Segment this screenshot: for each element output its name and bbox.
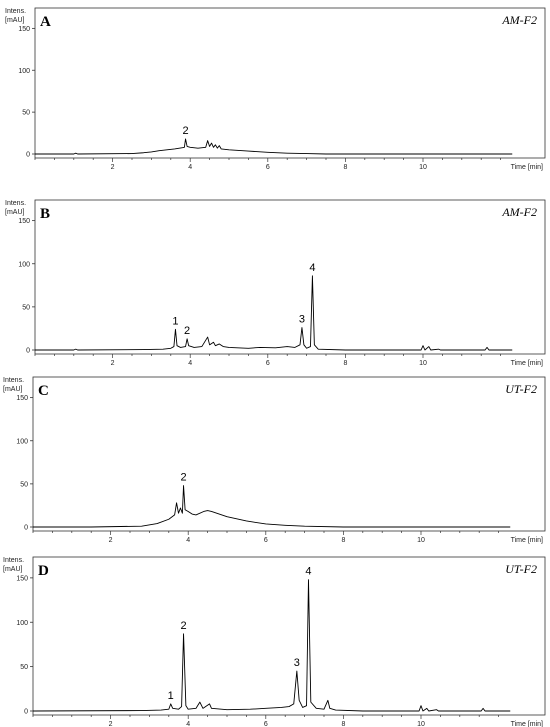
panel-letter: C <box>38 383 49 399</box>
y-axis-unit: [mAU] <box>5 17 25 24</box>
y-tick-label: 100 <box>16 438 28 445</box>
y-tick-label: 0 <box>24 525 28 532</box>
x-tick-label: 10 <box>419 164 427 171</box>
panel-c: Intens. [mAU] 0 50 100 150 2 4 6 8 10 Time [min] C UT… <box>3 376 546 544</box>
peak-label-3: 3 <box>294 657 300 669</box>
peak-label-3: 3 <box>299 314 305 326</box>
x-tick-label: 4 <box>186 721 190 727</box>
x-tick-label: 4 <box>186 537 190 544</box>
x-tick-label: 10 <box>417 721 425 727</box>
x-tick-label: 8 <box>343 360 347 367</box>
y-tick-label: 150 <box>16 395 28 402</box>
x-tick-label: 2 <box>111 164 115 171</box>
y-axis-label: Intens. <box>3 557 24 564</box>
x-tick-label: 10 <box>419 360 427 367</box>
x-axis-label: Time [min] <box>511 164 543 171</box>
x-axis-label: Time [min] <box>511 360 543 367</box>
y-axis-unit: [mAU] <box>3 566 23 573</box>
sample-label: AM-F2 <box>501 13 537 27</box>
peak-label-2: 2 <box>180 620 186 632</box>
x-tick-label: 8 <box>341 537 345 544</box>
peak-label-2: 2 <box>182 125 188 137</box>
y-axis-label: Intens. <box>3 377 24 384</box>
y-tick-label: 0 <box>26 348 30 355</box>
y-tick-label: 100 <box>16 620 28 627</box>
y-tick-label: 0 <box>26 152 30 159</box>
y-tick-label: 150 <box>18 26 30 33</box>
peak-label-2: 2 <box>184 325 190 337</box>
panel-d: Intens. [mAU] 0 50 100 150 2 4 6 8 10 Time [min] D UT… <box>3 556 546 727</box>
y-tick-label: 150 <box>16 575 28 582</box>
y-axis-unit: [mAU] <box>3 386 23 393</box>
peak-label-1: 1 <box>172 315 178 327</box>
x-tick-label: 8 <box>341 721 345 727</box>
y-axis-unit: [mAU] <box>5 209 25 216</box>
x-tick-label: 2 <box>109 721 113 727</box>
y-tick-label: 150 <box>18 218 30 225</box>
y-tick-label: 100 <box>18 68 30 75</box>
plot-frame <box>34 199 546 355</box>
x-tick-label: 6 <box>266 164 270 171</box>
peak-label-2: 2 <box>180 472 186 484</box>
x-tick-label: 6 <box>264 721 268 727</box>
y-tick-label: 50 <box>20 664 28 671</box>
sample-label: AM-F2 <box>501 205 537 219</box>
peak-label-4: 4 <box>309 262 315 274</box>
plot-frame <box>32 376 546 532</box>
x-axis-label: Time [min] <box>511 537 543 544</box>
panel-a: Intens. [mAU] 0 50 100 150 2 4 6 8 10 Time [min] A AM… <box>5 7 546 171</box>
y-tick-label: 50 <box>22 110 30 117</box>
x-tick-label: 6 <box>266 360 270 367</box>
peak-label-4: 4 <box>305 566 311 578</box>
x-tick-label: 8 <box>343 164 347 171</box>
x-axis-label: Time [min] <box>511 721 543 727</box>
x-tick-label: 2 <box>109 537 113 544</box>
sample-label: UT-F2 <box>505 562 537 576</box>
x-tick-label: 4 <box>188 360 192 367</box>
y-tick-label: 100 <box>18 261 30 268</box>
y-axis-label: Intens. <box>5 200 26 207</box>
x-tick-label: 10 <box>417 537 425 544</box>
plot-frame <box>34 7 546 159</box>
panel-letter: B <box>40 206 50 222</box>
sample-label: UT-F2 <box>505 382 537 396</box>
y-tick-label: 50 <box>20 481 28 488</box>
chromatogram-trace <box>35 275 513 351</box>
panel-letter: A <box>40 14 51 30</box>
y-tick-label: 50 <box>22 304 30 311</box>
peak-label-1: 1 <box>168 690 174 702</box>
x-tick-label: 4 <box>188 164 192 171</box>
y-axis-label: Intens. <box>5 8 26 15</box>
panel-letter: D <box>38 563 49 579</box>
x-tick-label: 2 <box>111 360 115 367</box>
panel-b: Intens. [mAU] 0 50 100 150 2 4 6 8 10 Time [min] B AM… <box>5 199 546 367</box>
chromatogram-trace <box>32 579 511 712</box>
chromatogram-trace <box>33 485 511 528</box>
chromatogram-trace <box>35 138 513 155</box>
plot-frame <box>32 556 546 716</box>
y-tick-label: 0 <box>24 709 28 716</box>
x-tick-label: 6 <box>264 537 268 544</box>
